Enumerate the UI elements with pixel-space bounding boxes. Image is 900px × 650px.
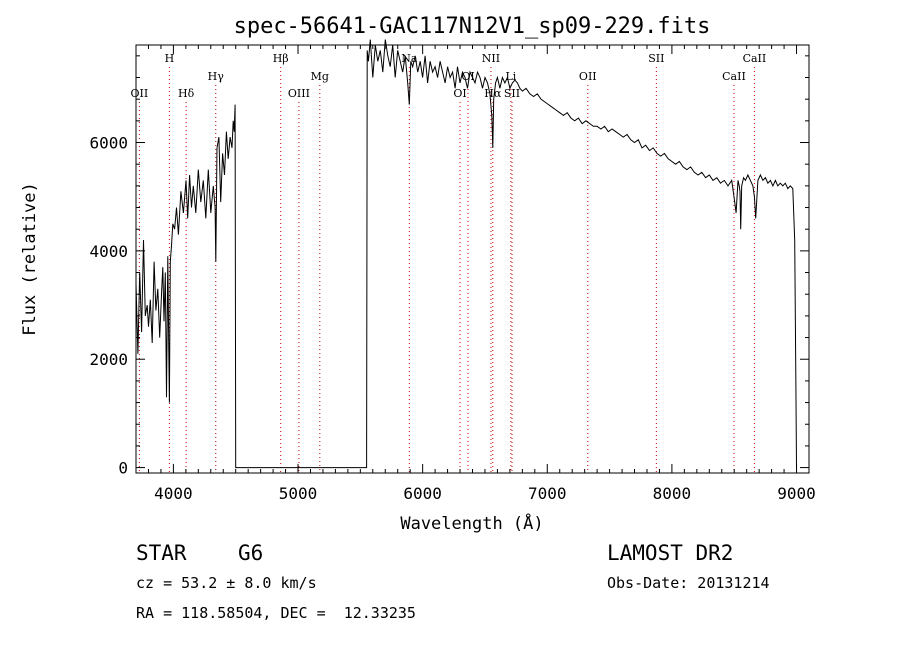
x-tick-label: 6000 bbox=[403, 484, 442, 503]
x-axis-label: Wavelength (Å) bbox=[400, 512, 543, 534]
spectral-line-label: H bbox=[165, 52, 175, 65]
y-tick-label: 4000 bbox=[89, 242, 128, 261]
spectral-line-label: SII bbox=[504, 87, 520, 100]
spectral-line-label: OII bbox=[579, 70, 597, 83]
spectral-line-label: Hα bbox=[484, 87, 502, 100]
y-tick-label: 0 bbox=[118, 459, 128, 478]
spectral-line-markers bbox=[138, 67, 755, 473]
x-axis-tick-labels: 4000 5000 6000 7000 8000 9000 bbox=[154, 484, 816, 503]
x-tick-label: 5000 bbox=[279, 484, 318, 503]
x-tick-label: 7000 bbox=[528, 484, 567, 503]
observation-date: Obs-Date: 20131214 bbox=[607, 574, 770, 592]
y-axis-label: Flux (relative) bbox=[20, 182, 40, 336]
y-axis-tick-labels: 0 2000 4000 6000 bbox=[89, 134, 128, 478]
spectral-line-label: SII bbox=[648, 52, 664, 65]
x-axis-ticks bbox=[135, 45, 810, 473]
spectral-line-label: Li bbox=[505, 70, 516, 83]
spectral-line-label: OI bbox=[453, 87, 466, 100]
plot-frame bbox=[135, 44, 810, 474]
object-class: STAR bbox=[136, 541, 187, 565]
spectral-line-label: Hβ bbox=[273, 52, 289, 65]
x-tick-label: 9000 bbox=[777, 484, 816, 503]
spectral-line-label: CaII bbox=[722, 70, 746, 83]
x-tick-label: 4000 bbox=[154, 484, 193, 503]
y-axis-ticks bbox=[136, 55, 809, 469]
y-tick-label: 2000 bbox=[89, 350, 128, 369]
spectral-line-label: Hδ bbox=[178, 87, 195, 100]
spectrum-line bbox=[135, 39, 797, 469]
spectral-line-label: Mg bbox=[311, 70, 329, 83]
y-tick-label: 6000 bbox=[89, 134, 128, 153]
spectral-line-labels: OIIHHδHγHβOIIIMgNaOIOINIIHαLiSIIOIISIICa… bbox=[131, 52, 767, 100]
redshift-velocity: cz = 53.2 ± 8.0 km/s bbox=[136, 574, 317, 592]
coordinates: RA = 118.58504, DEC = 12.33235 bbox=[136, 604, 416, 622]
x-tick-label: 8000 bbox=[653, 484, 692, 503]
survey-name: LAMOST DR2 bbox=[607, 541, 734, 565]
object-subclass: G6 bbox=[238, 541, 264, 565]
spectral-line-label: Hγ bbox=[208, 70, 225, 83]
spectral-line-label: OI bbox=[461, 70, 474, 83]
spectral-line-label: OII bbox=[131, 87, 149, 100]
spectral-line-label: NII bbox=[482, 52, 500, 65]
spectral-line-label: OIII bbox=[288, 87, 310, 100]
spectral-line-label: CaII bbox=[743, 52, 767, 65]
chart-title: spec-56641-GAC117N12V1_sp09-229.fits bbox=[234, 14, 711, 39]
